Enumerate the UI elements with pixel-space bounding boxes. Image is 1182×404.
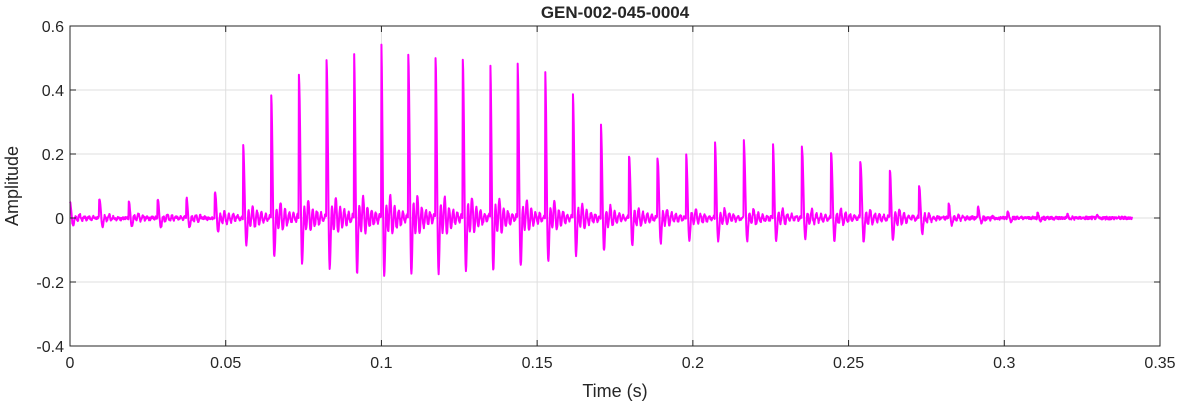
chart-title: GEN-002-045-0004 [541,3,690,22]
x-tick-label: 0.15 [522,355,553,372]
x-tick-label: 0.05 [210,355,241,372]
x-tick-label: 0.3 [993,355,1015,372]
axes-box [69,25,1161,347]
x-tick-label: 0 [66,355,75,372]
x-tick-label: 0.25 [833,355,864,372]
y-tick-label: 0.6 [42,19,64,36]
x-axis-ticks: 0 0.05 0.1 0.15 0.2 0.25 0.3 0.35 [66,26,1176,372]
x-tick-label: 0.1 [370,355,392,372]
y-axis-ticks: -0.4 -0.2 0 0.2 0.4 0.6 [36,19,1160,356]
waveform-line [69,43,1133,277]
y-tick-label: 0.2 [42,147,64,164]
plot-area [70,26,1160,346]
x-axis-label: Time (s) [582,381,647,401]
x-tick-label: 0.2 [682,355,704,372]
y-axis-label: Amplitude [2,146,22,226]
y-tick-label: -0.4 [36,339,64,356]
x-tick-label: 0.35 [1144,355,1175,372]
y-tick-label: -0.2 [36,275,64,292]
y-tick-label: 0.4 [42,83,64,100]
y-tick-label: 0 [55,211,64,228]
